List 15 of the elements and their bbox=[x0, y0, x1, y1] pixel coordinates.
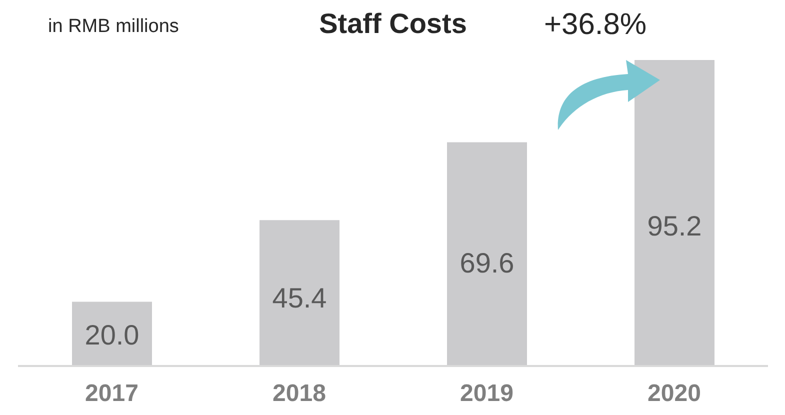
chart-subtitle: in RMB millions bbox=[48, 16, 179, 38]
x-tick-label: 2020 bbox=[648, 380, 701, 408]
bar bbox=[72, 302, 152, 366]
bar bbox=[447, 142, 527, 366]
data-label: 95.2 bbox=[647, 210, 702, 242]
text: +36.8% bbox=[544, 8, 647, 42]
data-label: 45.4 bbox=[272, 282, 327, 314]
x-tick-label: 2018 bbox=[272, 380, 326, 408]
x-tick-label: 2017 bbox=[85, 380, 138, 408]
data-label: 20.0 bbox=[84, 319, 140, 350]
bar bbox=[634, 60, 714, 366]
chart-title: Staff Costs bbox=[319, 8, 467, 39]
data-label: 69.6 bbox=[460, 248, 514, 279]
x-tick-label: 2019 bbox=[460, 380, 514, 408]
bar bbox=[260, 220, 340, 366]
